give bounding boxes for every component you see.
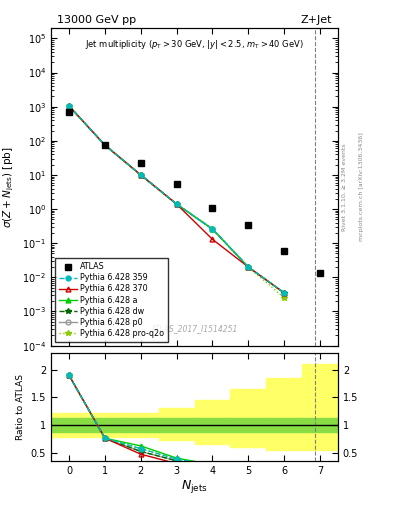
Pythia 6.428 p0 <box>138 172 143 178</box>
Pythia 6.428 359 <box>174 201 179 207</box>
Pythia 6.428 dw <box>210 226 215 232</box>
Pythia 6.428 pro-q2o <box>174 201 179 207</box>
Pythia 6.428 359 <box>138 172 143 178</box>
ATLAS <box>67 109 72 115</box>
Pythia 6.428 a <box>138 172 143 178</box>
Pythia 6.428 a <box>246 264 251 270</box>
Pythia 6.428 370 <box>67 103 72 109</box>
Pythia 6.428 dw <box>67 103 72 109</box>
ATLAS <box>138 160 143 166</box>
Pythia 6.428 p0 <box>174 201 179 207</box>
Pythia 6.428 359 <box>282 290 286 296</box>
X-axis label: $N_\mathrm{jets}$: $N_\mathrm{jets}$ <box>181 478 208 496</box>
Text: 13000 GeV pp: 13000 GeV pp <box>57 15 136 25</box>
Pythia 6.428 p0 <box>210 226 215 232</box>
Pythia 6.428 pro-q2o <box>210 226 215 232</box>
Line: Pythia 6.428 359: Pythia 6.428 359 <box>66 103 286 295</box>
Line: Pythia 6.428 p0: Pythia 6.428 p0 <box>66 103 286 295</box>
Pythia 6.428 359 <box>210 226 215 232</box>
Text: Jet multiplicity ($p_\mathrm{T} > 30$ GeV, $|y| < 2.5$, $m_\mathrm{T} > 40$ GeV): Jet multiplicity ($p_\mathrm{T} > 30$ Ge… <box>85 38 304 51</box>
Y-axis label: Ratio to ATLAS: Ratio to ATLAS <box>16 374 25 440</box>
ATLAS <box>318 270 322 276</box>
Pythia 6.428 370 <box>282 290 286 296</box>
Pythia 6.428 359 <box>246 264 251 270</box>
Pythia 6.428 dw <box>138 172 143 178</box>
Pythia 6.428 p0 <box>282 290 286 296</box>
Pythia 6.428 a <box>210 226 215 232</box>
Pythia 6.428 p0 <box>103 142 107 148</box>
Text: Rivet 3.1.10, ≥ 3.2M events: Rivet 3.1.10, ≥ 3.2M events <box>342 143 346 231</box>
Pythia 6.428 370 <box>103 142 107 148</box>
Pythia 6.428 p0 <box>67 103 72 109</box>
Pythia 6.428 p0 <box>246 264 251 270</box>
ATLAS <box>246 222 251 228</box>
ATLAS <box>174 181 179 187</box>
Line: ATLAS: ATLAS <box>66 109 323 276</box>
Pythia 6.428 pro-q2o <box>138 172 143 178</box>
Pythia 6.428 pro-q2o <box>67 103 72 109</box>
Line: Pythia 6.428 pro-q2o: Pythia 6.428 pro-q2o <box>66 103 287 301</box>
Pythia 6.428 a <box>103 142 107 148</box>
Pythia 6.428 dw <box>103 142 107 148</box>
Pythia 6.428 370 <box>210 236 215 242</box>
ATLAS <box>282 248 286 254</box>
Pythia 6.428 pro-q2o <box>246 264 251 270</box>
Text: mcplots.cern.ch [arXiv:1306.3436]: mcplots.cern.ch [arXiv:1306.3436] <box>359 133 364 241</box>
Text: Z+Jet: Z+Jet <box>301 15 332 25</box>
Line: Pythia 6.428 370: Pythia 6.428 370 <box>66 103 286 295</box>
ATLAS <box>210 205 215 211</box>
Pythia 6.428 370 <box>246 264 251 270</box>
Pythia 6.428 359 <box>67 103 72 109</box>
ATLAS <box>103 142 107 148</box>
Pythia 6.428 dw <box>174 201 179 207</box>
Y-axis label: $\sigma(Z + N_\mathrm{jets})$ [pb]: $\sigma(Z + N_\mathrm{jets})$ [pb] <box>2 146 17 228</box>
Line: Pythia 6.428 a: Pythia 6.428 a <box>66 103 286 295</box>
Pythia 6.428 dw <box>282 290 286 296</box>
Legend: ATLAS, Pythia 6.428 359, Pythia 6.428 370, Pythia 6.428 a, Pythia 6.428 dw, Pyth: ATLAS, Pythia 6.428 359, Pythia 6.428 37… <box>55 259 168 342</box>
Pythia 6.428 370 <box>174 201 179 207</box>
Pythia 6.428 370 <box>138 172 143 178</box>
Line: Pythia 6.428 dw: Pythia 6.428 dw <box>66 103 287 295</box>
Pythia 6.428 pro-q2o <box>103 142 107 148</box>
Pythia 6.428 a <box>282 290 286 296</box>
Pythia 6.428 a <box>67 103 72 109</box>
Pythia 6.428 dw <box>246 264 251 270</box>
Pythia 6.428 359 <box>103 142 107 148</box>
Pythia 6.428 pro-q2o <box>282 295 286 301</box>
Pythia 6.428 a <box>174 201 179 207</box>
Text: ATLAS_2017_I1514251: ATLAS_2017_I1514251 <box>151 324 238 333</box>
